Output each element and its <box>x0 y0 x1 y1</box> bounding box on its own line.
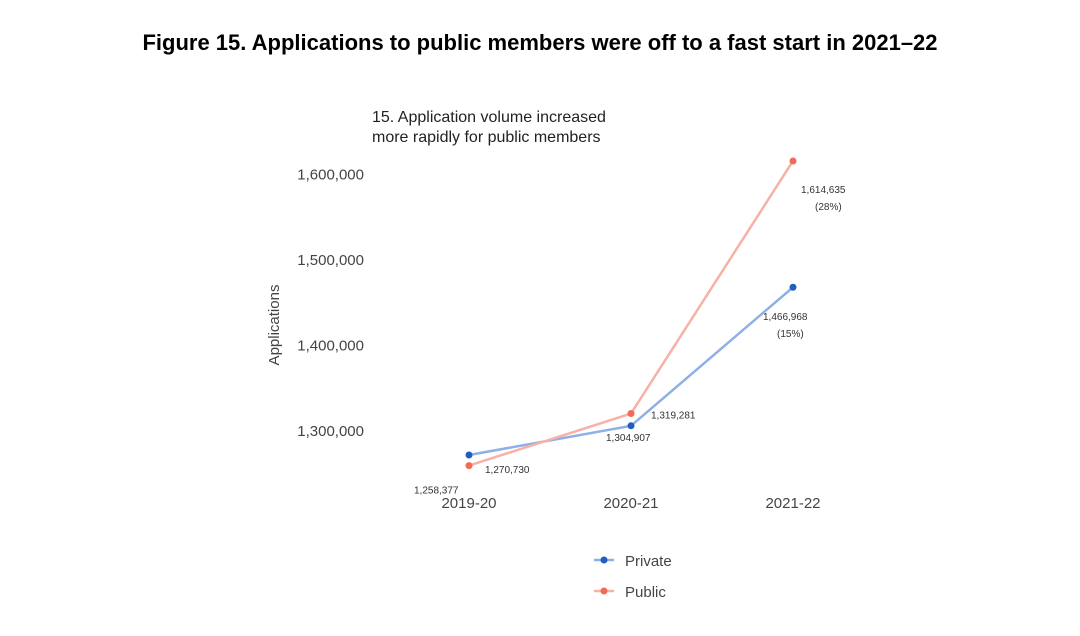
y-tick-label: 1,400,000 <box>297 338 364 355</box>
legend-marker-public <box>600 587 608 595</box>
data-label: 1,258,377 <box>414 486 459 497</box>
legend-label: Private <box>625 553 672 570</box>
data-label: 1,614,635 <box>801 185 846 196</box>
y-tick-label: 1,600,000 <box>297 167 364 184</box>
data-point-private <box>789 283 797 291</box>
x-tick-label: 2020-21 <box>603 495 658 512</box>
data-label: 1,466,968 <box>763 312 808 323</box>
x-tick-label: 2021-22 <box>765 495 820 512</box>
data-label-pct: (15%) <box>777 329 804 340</box>
data-label-pct: (28%) <box>815 202 842 213</box>
y-tick-label: 1,500,000 <box>297 252 364 269</box>
y-tick-label: 1,300,000 <box>297 423 364 440</box>
data-point-private <box>465 451 473 459</box>
series-line-private <box>468 286 794 457</box>
series-line-public <box>468 160 795 467</box>
data-label: 1,270,730 <box>485 465 530 476</box>
data-point-public <box>465 462 473 470</box>
chart-title-line: 15. Application volume increased <box>372 109 606 126</box>
legend-label: Public <box>625 584 666 601</box>
data-label: 1,319,281 <box>651 411 696 422</box>
data-point-public <box>789 157 797 165</box>
legend-marker-private <box>600 556 608 564</box>
data-point-private <box>627 422 635 430</box>
data-point-public <box>627 410 635 418</box>
chart-title-line: more rapidly for public members <box>372 129 601 146</box>
data-label: 1,304,907 <box>606 433 651 444</box>
y-axis-label: Applications <box>266 285 283 366</box>
figure-title: Figure 15. Applications to public member… <box>142 30 938 55</box>
x-tick-label: 2019-20 <box>441 495 496 512</box>
